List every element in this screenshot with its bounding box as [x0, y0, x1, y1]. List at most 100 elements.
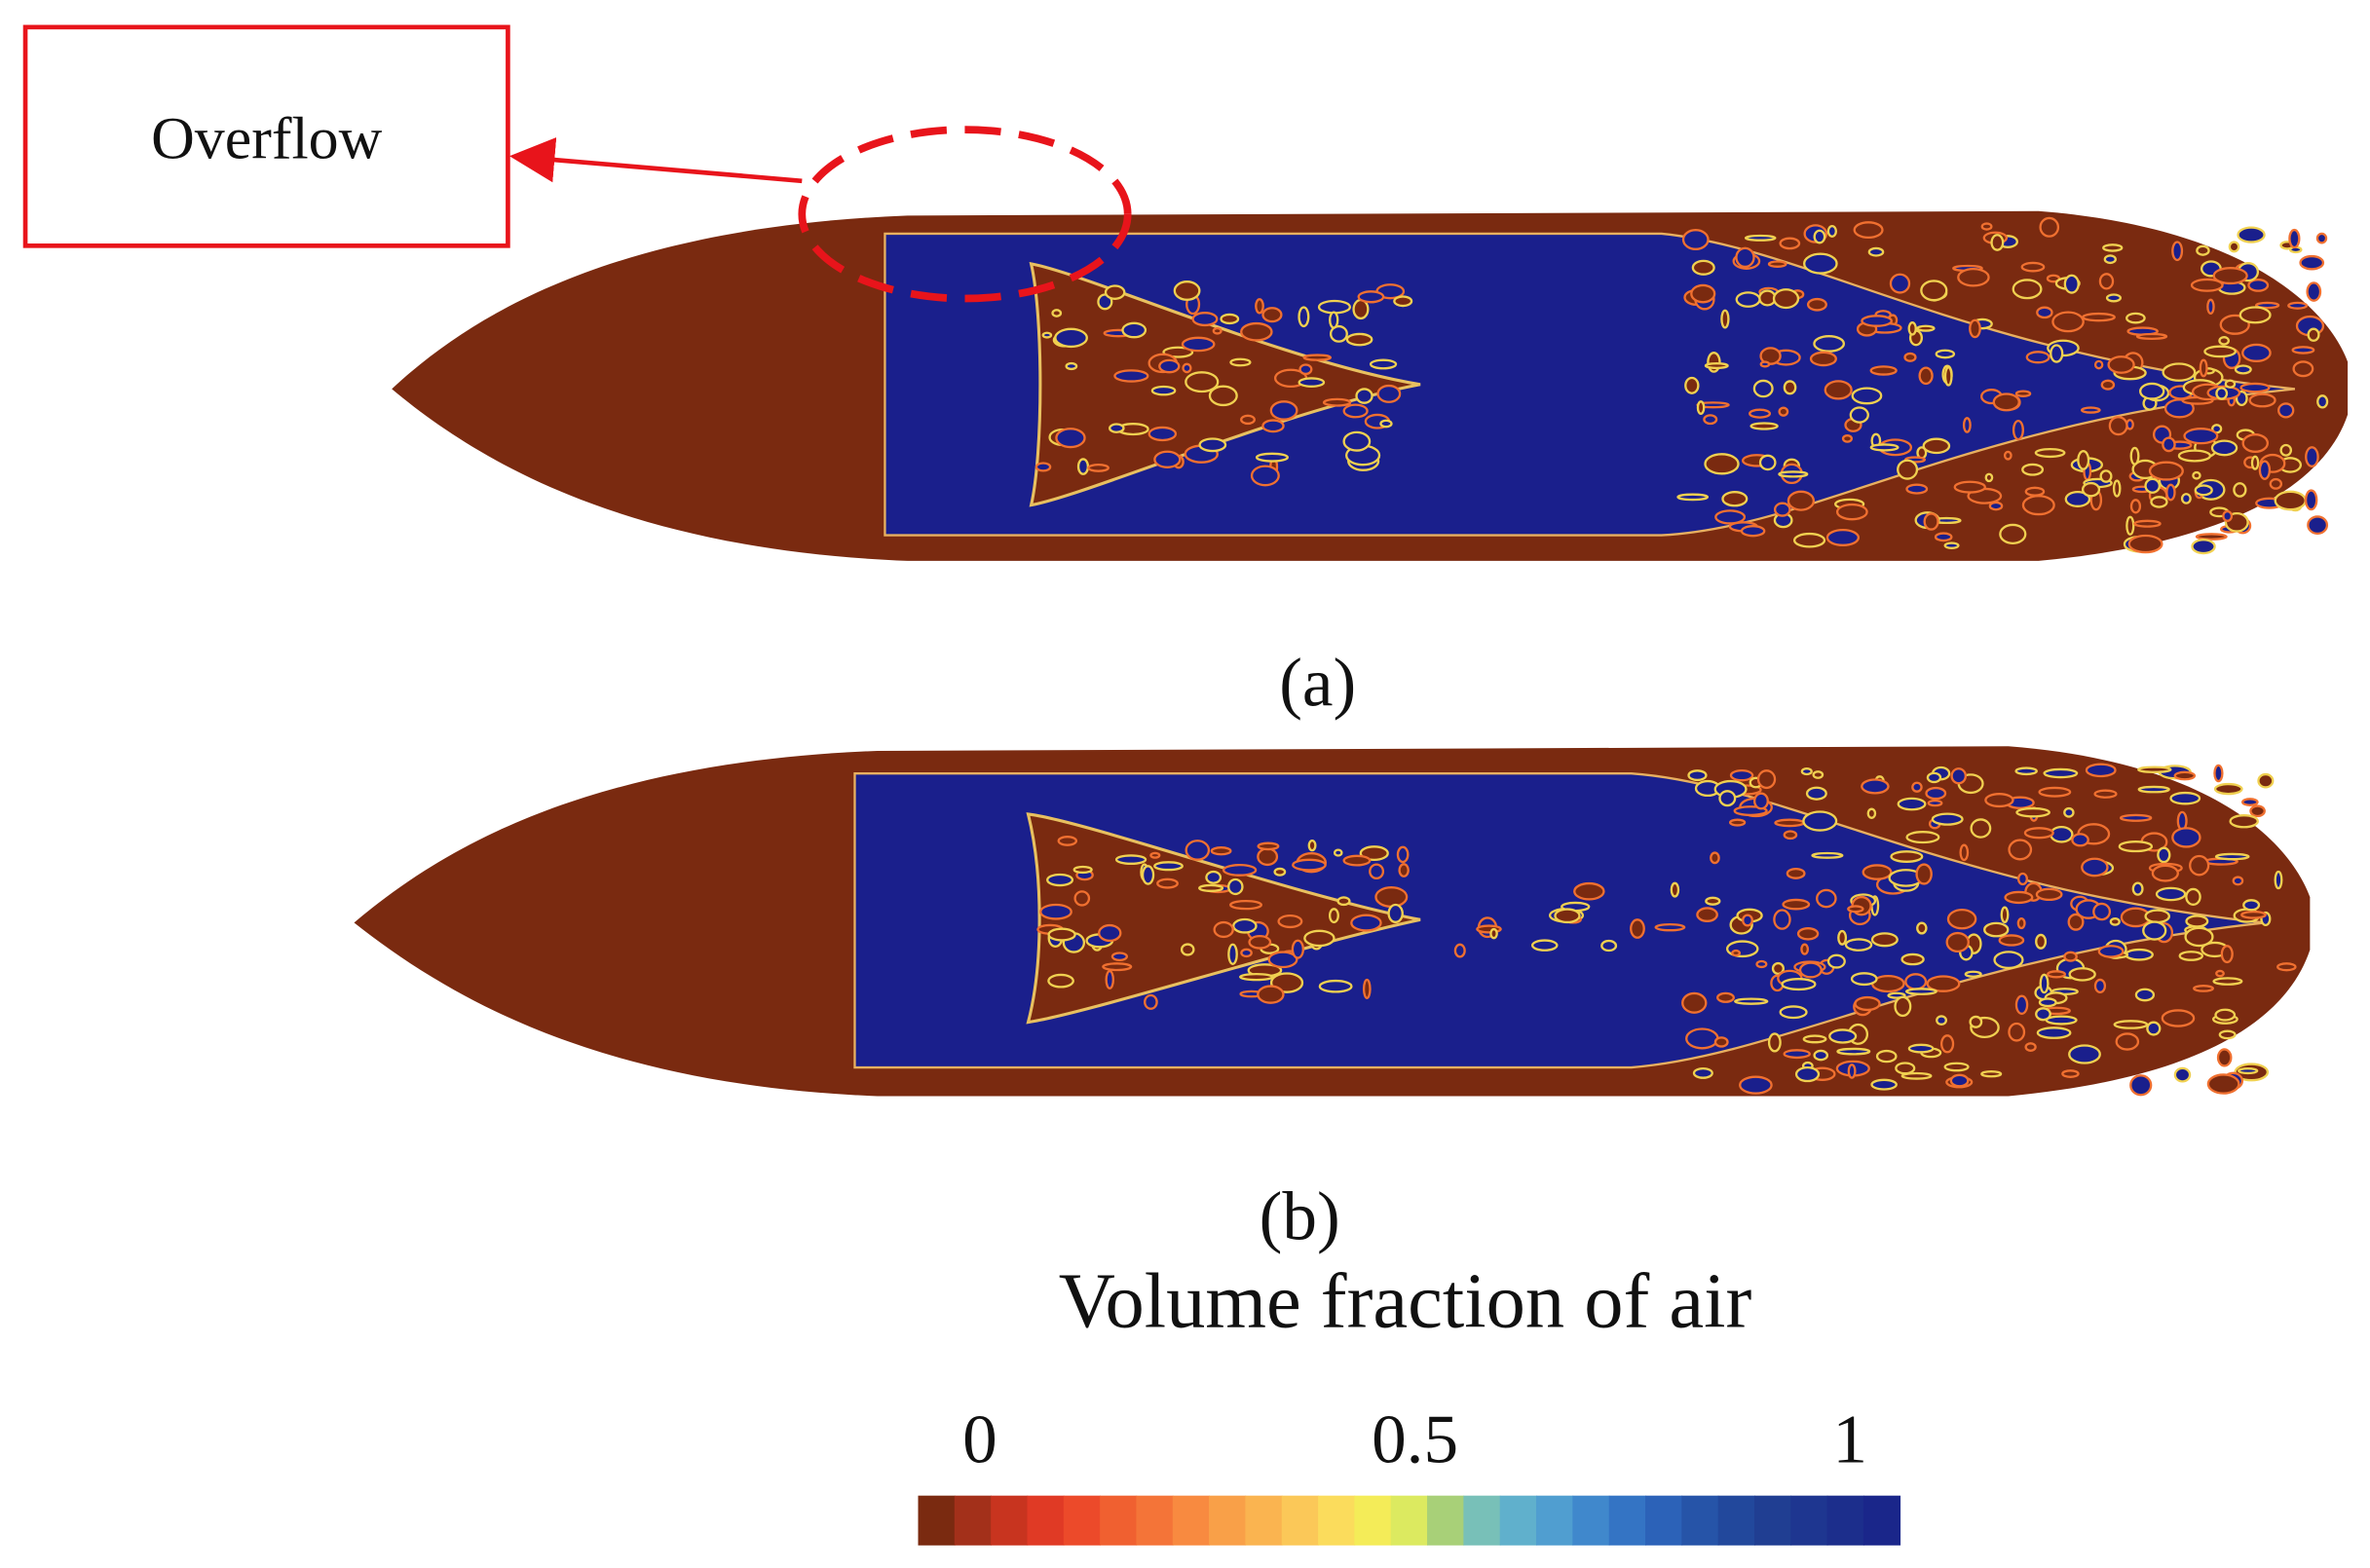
speckle — [2305, 446, 2319, 467]
speckle — [1302, 354, 1333, 361]
speckle — [2102, 243, 2124, 252]
speckle — [2240, 910, 2267, 919]
speckle — [1984, 793, 2014, 808]
speckle — [1778, 406, 1789, 417]
speckle — [1926, 975, 1961, 992]
speckle — [2000, 906, 2010, 924]
speckle — [2039, 973, 2050, 994]
speckle — [1227, 943, 1238, 965]
colorbar-swatch — [1499, 1495, 1537, 1546]
speckle — [1869, 443, 1900, 452]
speckle — [1824, 380, 1853, 400]
speckle — [2241, 432, 2270, 453]
speckle — [2125, 515, 2135, 536]
speckle — [2077, 450, 2090, 470]
speckle — [1721, 491, 1749, 507]
speckle — [1935, 349, 1956, 359]
speckle — [1749, 422, 1779, 430]
speckle — [1336, 896, 1351, 907]
speckle — [1182, 362, 1192, 374]
speckle — [1222, 863, 1258, 877]
speckle — [1398, 863, 1410, 877]
speckle — [1704, 362, 1729, 370]
speckle — [1267, 951, 1298, 969]
speckle — [2097, 945, 2125, 958]
speckle — [1113, 369, 1149, 383]
speckle — [2081, 857, 2109, 877]
speckle — [1220, 313, 1240, 325]
speckle — [1530, 939, 1559, 952]
speckle — [1904, 973, 1928, 990]
speckle — [2142, 920, 2167, 941]
speckle — [1798, 961, 1823, 979]
speckle — [1105, 969, 1114, 989]
colorbar-swatch — [1027, 1495, 1065, 1546]
speckle — [1191, 312, 1219, 327]
speckle — [2213, 782, 2243, 796]
speckle — [1806, 297, 1827, 312]
speckle — [1046, 873, 1074, 887]
speckle — [1329, 311, 1339, 329]
speckle — [2287, 301, 2309, 310]
speckle — [1716, 991, 1735, 1003]
speckle — [1035, 462, 1052, 472]
speckle — [1759, 347, 1782, 365]
speckle — [1990, 234, 2005, 251]
speckle — [1802, 1034, 1827, 1044]
speckle — [1993, 951, 2024, 970]
speckle — [1759, 360, 1771, 368]
speckle — [2304, 489, 2318, 511]
speckle — [1897, 459, 1919, 480]
speckle — [1734, 997, 1769, 1005]
speckle — [1357, 290, 1385, 304]
speckle — [2016, 916, 2026, 930]
speckle — [1811, 851, 1844, 859]
speckle — [1897, 797, 1927, 811]
speckle — [2081, 481, 2101, 498]
speckle — [1098, 923, 1122, 943]
speckle — [1690, 283, 1716, 304]
speckle — [1826, 224, 1837, 238]
speckle — [1144, 993, 1158, 1010]
speckle — [2093, 978, 2107, 993]
speckle — [1057, 836, 1078, 846]
speckle — [2218, 336, 2230, 346]
colorbar-swatch — [1608, 1495, 1646, 1546]
speckle — [1895, 1062, 1916, 1075]
speckle — [1208, 385, 1238, 407]
speckle — [2127, 534, 2163, 554]
speckle — [1813, 229, 1826, 244]
speckle — [1835, 503, 1868, 521]
speckle — [1786, 867, 1806, 879]
speckle — [1692, 1066, 1713, 1079]
speckle — [1273, 867, 1287, 877]
speckle — [1867, 246, 1885, 257]
speckle — [1925, 786, 1947, 801]
speckle — [1257, 985, 1285, 1004]
speckle — [1836, 1047, 1871, 1056]
speckle — [1907, 321, 1917, 336]
speckle — [1205, 870, 1223, 884]
speckle — [1630, 918, 1645, 939]
speckle — [2036, 306, 2053, 319]
speckle — [1890, 850, 1924, 863]
speckle — [1805, 786, 1827, 801]
speckle — [2177, 449, 2212, 463]
speckle — [1369, 358, 1398, 370]
speckle — [1261, 419, 1285, 433]
overflow-marker — [798, 126, 1132, 303]
speckle — [1800, 767, 1813, 776]
speckle — [1153, 450, 1182, 468]
speckle — [2012, 419, 2024, 441]
speckle — [1185, 840, 1211, 861]
speckle — [1345, 332, 1373, 347]
speckle — [2008, 1022, 2026, 1042]
speckle — [2067, 913, 2085, 931]
speckle — [1307, 839, 1317, 852]
speckle — [2131, 881, 2144, 896]
speckle — [1298, 306, 1310, 328]
speckle — [2210, 439, 2238, 457]
speckle — [1240, 321, 1273, 342]
speckle — [2071, 833, 2089, 847]
speckle — [2119, 813, 2153, 822]
